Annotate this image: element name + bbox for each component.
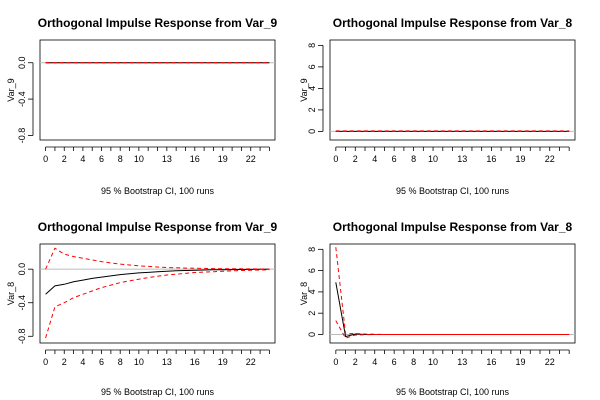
x-tick-label: 16 — [190, 154, 200, 164]
x-tick-label: 13 — [162, 154, 172, 164]
x-tick-label: 10 — [428, 154, 438, 164]
x-tick-label: 19 — [516, 357, 526, 367]
y-tick-label: 0.0 — [17, 263, 27, 276]
chart-title: Orthogonal Impulse Response from Var_9 — [38, 16, 278, 30]
y-tick-label: -0.8 — [17, 329, 27, 345]
plot-frame — [329, 39, 576, 141]
x-tick-label: 4 — [372, 154, 377, 164]
x-tick-label: 0 — [333, 154, 338, 164]
y-tick-label: 6 — [307, 64, 317, 69]
x-tick-label: 19 — [218, 154, 228, 164]
x-tick-label: 4 — [80, 357, 85, 367]
x-tick-label: 8 — [118, 357, 123, 367]
chart-panel-2: Orthogonal Impulse Response from Var_8 0 2… — [299, 16, 576, 196]
chart-title: Orthogonal Impulse Response from Var_8 — [333, 16, 573, 30]
x-tick-label: 13 — [457, 357, 467, 367]
y-tick-label: 6 — [307, 268, 317, 273]
y-tick-label: 4 — [307, 86, 317, 91]
x-tick-label: 22 — [545, 154, 555, 164]
y-tick-label: -0.8 — [17, 128, 27, 144]
series-line-upper — [335, 247, 570, 335]
y-tick-label: 0 — [307, 332, 317, 337]
x-tick-label: 22 — [246, 357, 256, 367]
x-tick-label: 6 — [99, 154, 104, 164]
y-tick-label: 2 — [307, 311, 317, 316]
y-tick-label: 2 — [307, 107, 317, 112]
x-tick-label: 13 — [162, 357, 172, 367]
plot-frame — [329, 243, 576, 344]
x-tick-label: 19 — [218, 357, 228, 367]
y-axis-label: Var_8 — [299, 282, 309, 305]
x-tick-label: 4 — [80, 154, 85, 164]
x-tick-label: 8 — [411, 357, 416, 367]
series-line-lower — [335, 320, 570, 339]
series-line-irf — [45, 268, 270, 295]
x-tick-label: 19 — [516, 154, 526, 164]
x-tick-label: 2 — [353, 357, 358, 367]
x-tick-label: 2 — [62, 357, 67, 367]
x-axis-caption: 95 % Bootstrap CI, 100 runs — [101, 387, 215, 397]
x-tick-label: 16 — [486, 357, 496, 367]
y-axis-label: Var_8 — [6, 282, 16, 305]
x-axis-caption: 95 % Bootstrap CI, 100 runs — [396, 186, 510, 196]
y-tick-label: 8 — [307, 43, 317, 48]
chart-panel-4: Orthogonal Impulse Response from Var_8 0 2… — [299, 220, 576, 397]
x-tick-label: 4 — [372, 357, 377, 367]
series-line-lower — [45, 269, 270, 339]
y-tick-label: 4 — [307, 289, 317, 294]
plot-frame — [39, 39, 276, 141]
y-tick-label: -0.4 — [17, 295, 27, 311]
x-tick-label: 10 — [134, 357, 144, 367]
x-tick-label: 22 — [545, 357, 555, 367]
y-tick-label: 0 — [307, 129, 317, 134]
x-tick-label: 6 — [392, 357, 397, 367]
series-line-upper — [45, 247, 270, 270]
x-tick-label: 16 — [486, 154, 496, 164]
y-tick-label: 0.0 — [17, 56, 27, 69]
x-tick-label: 0 — [43, 357, 48, 367]
y-tick-label: -0.4 — [17, 91, 27, 107]
chart-panel-3: Orthogonal Impulse Response from Var_9 0.… — [6, 220, 278, 397]
x-axis-caption: 95 % Bootstrap CI, 100 runs — [101, 186, 215, 196]
y-axis-label: Var_9 — [6, 78, 16, 101]
x-tick-label: 6 — [99, 357, 104, 367]
x-tick-label: 0 — [333, 357, 338, 367]
x-tick-label: 13 — [457, 154, 467, 164]
chart-title: Orthogonal Impulse Response from Var_9 — [38, 220, 278, 234]
x-tick-label: 10 — [134, 154, 144, 164]
x-tick-label: 2 — [353, 154, 358, 164]
x-tick-label: 8 — [118, 154, 123, 164]
x-tick-label: 8 — [411, 154, 416, 164]
series-line-irf — [335, 282, 570, 338]
plot-frame — [39, 243, 276, 344]
chart-panel-1: Orthogonal Impulse Response from Var_9 0.… — [6, 16, 278, 196]
x-tick-label: 16 — [190, 357, 200, 367]
chart-title: Orthogonal Impulse Response from Var_8 — [333, 220, 573, 234]
x-tick-label: 6 — [392, 154, 397, 164]
x-tick-label: 0 — [43, 154, 48, 164]
x-axis-caption: 95 % Bootstrap CI, 100 runs — [396, 387, 510, 397]
x-tick-label: 2 — [62, 154, 67, 164]
x-tick-label: 10 — [428, 357, 438, 367]
x-tick-label: 22 — [246, 154, 256, 164]
y-axis-label: Var_9 — [299, 78, 309, 101]
y-tick-label: 8 — [307, 247, 317, 252]
